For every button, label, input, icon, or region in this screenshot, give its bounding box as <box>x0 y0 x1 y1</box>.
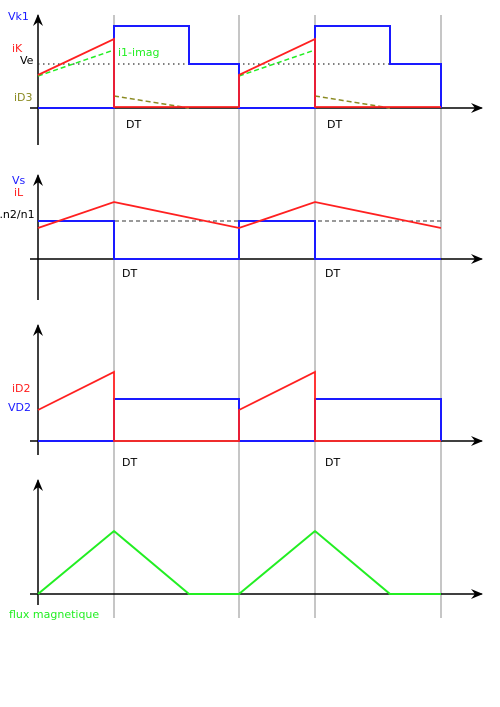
dt-label-3a: DT <box>122 456 137 469</box>
i1-imag-ramp-1 <box>37 49 115 77</box>
id3-decay-1 <box>113 95 190 109</box>
label-vk1: Vk1 <box>8 10 29 23</box>
panel-2: Vs iL Ve.n2/n1 DT DT <box>0 174 483 300</box>
flux-waveform <box>37 529 441 595</box>
id3-decay-2 <box>314 95 391 109</box>
dt-label-1a: DT <box>126 118 141 131</box>
panel-3: iD2 VD2 DT DT <box>8 324 483 469</box>
label-id2: iD2 <box>12 382 31 395</box>
panel-1: Vk1 iK i1-imag Ve iD3 DT DT <box>8 10 483 145</box>
dt-label-1b: DT <box>327 118 342 131</box>
label-vs: Vs <box>12 174 26 187</box>
panel-4: flux magnetique <box>9 479 483 621</box>
vs-waveform <box>38 220 441 260</box>
label-vd2: VD2 <box>8 401 31 414</box>
ik-waveform <box>37 37 441 108</box>
vk1-waveform <box>38 25 442 109</box>
label-i1-imag: i1-imag <box>118 46 160 59</box>
dt-label-2b: DT <box>325 267 340 280</box>
dt-label-2a: DT <box>122 267 137 280</box>
dt-label-3b: DT <box>325 456 340 469</box>
label-ratio: Ve.n2/n1 <box>0 208 35 221</box>
label-flux: flux magnetique <box>9 608 99 621</box>
period-gridlines <box>113 15 442 618</box>
label-ve: Ve <box>20 54 34 67</box>
i1-imag-ramp-2 <box>238 49 316 77</box>
label-il: iL <box>14 186 24 199</box>
label-ik: iK <box>12 42 23 55</box>
id2-waveform <box>37 370 441 442</box>
label-id3: iD3 <box>14 91 33 104</box>
il-waveform <box>37 201 442 229</box>
